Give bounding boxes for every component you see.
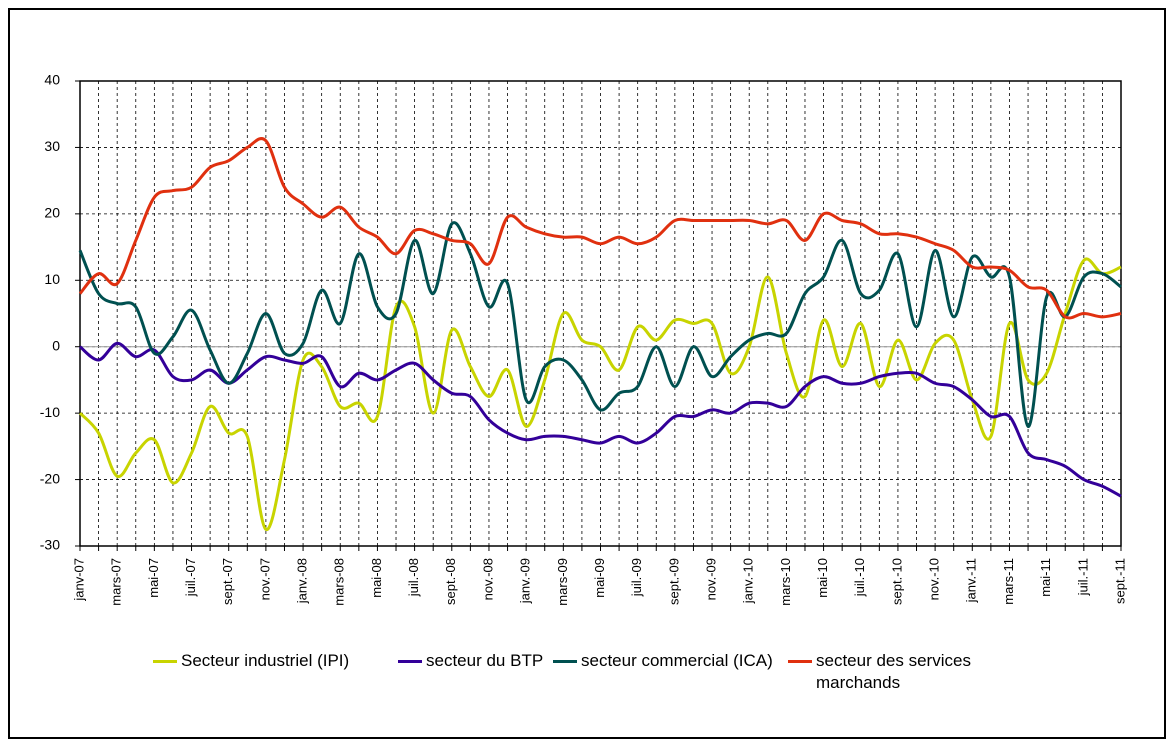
x-tick-label: mai-07: [146, 558, 161, 598]
x-tick-label: sept.-07: [220, 558, 235, 605]
y-tick-label: 40: [44, 72, 60, 88]
legend-swatch: [553, 660, 577, 663]
legend-swatch: [788, 660, 812, 663]
y-tick-label: 0: [52, 337, 60, 353]
x-tick-label: nov.-07: [257, 558, 272, 600]
x-tick-label: mars-10: [778, 558, 793, 606]
legend-label: secteur du BTP: [426, 651, 544, 670]
legend-swatch: [153, 660, 177, 663]
legend-label: secteur des services marchands: [816, 651, 971, 692]
y-tick-label: 10: [44, 271, 60, 287]
y-tick-label: -30: [40, 537, 60, 553]
legend: Secteur industriel (IPI) secteur du BTP se…: [0, 650, 1174, 710]
x-tick-label: juil.-11: [1075, 558, 1090, 596]
legend-item: Secteur industriel (IPI): [153, 650, 401, 672]
x-tick-label: janv.-08: [295, 558, 310, 604]
x-tick-label: sept.-10: [889, 558, 904, 605]
x-tick-label: mai-11: [1038, 558, 1053, 597]
legend-item: secteur des services marchands: [788, 650, 1046, 694]
x-tick-label: juil.-07: [183, 558, 198, 597]
x-tick-label: janv.-09: [518, 558, 533, 604]
legend-label: Secteur industriel (IPI): [181, 651, 350, 670]
legend-swatch: [398, 660, 422, 663]
x-tick-label: mars-08: [332, 558, 347, 606]
x-tick-label: mai-08: [369, 558, 384, 598]
y-tick-label: 20: [44, 205, 60, 221]
y-tick-label: 30: [44, 138, 60, 154]
series-line: [78, 221, 1122, 428]
x-tick-label: nov.-09: [703, 558, 718, 600]
series-line: [78, 257, 1122, 531]
series-line: [78, 137, 1122, 320]
legend-label: secteur commercial (ICA): [581, 651, 773, 670]
x-tick-label: sept.-09: [666, 558, 681, 605]
x-tick-label: juil.-10: [852, 558, 867, 597]
x-tick-label: nov.-08: [480, 558, 495, 600]
x-tick-label: mai-09: [592, 558, 607, 598]
y-tick-label: -10: [40, 404, 60, 420]
x-tick-label: sept.-11: [1112, 558, 1127, 604]
x-tick-label: mai-10: [815, 558, 830, 598]
x-tick-label: mars-09: [555, 558, 570, 606]
x-tick-label: janv.-10: [741, 558, 756, 604]
x-tick-label: mars-07: [109, 558, 124, 606]
x-tick-label: juil.-08: [406, 558, 421, 597]
legend-item: secteur du BTP: [398, 650, 556, 672]
x-tick-label: nov.-10: [927, 558, 942, 600]
x-tick-label: janv-07: [71, 558, 86, 602]
x-tick-label: janv.-11: [964, 558, 979, 603]
x-tick-label: mars-11: [1001, 558, 1016, 605]
legend-item: secteur commercial (ICA): [553, 650, 791, 672]
y-tick-label: -20: [40, 470, 60, 486]
plot-area: [80, 81, 1121, 546]
series-line: [79, 341, 1122, 498]
x-tick-label: sept.-08: [443, 558, 458, 605]
x-tick-label: juil.-09: [629, 558, 644, 597]
